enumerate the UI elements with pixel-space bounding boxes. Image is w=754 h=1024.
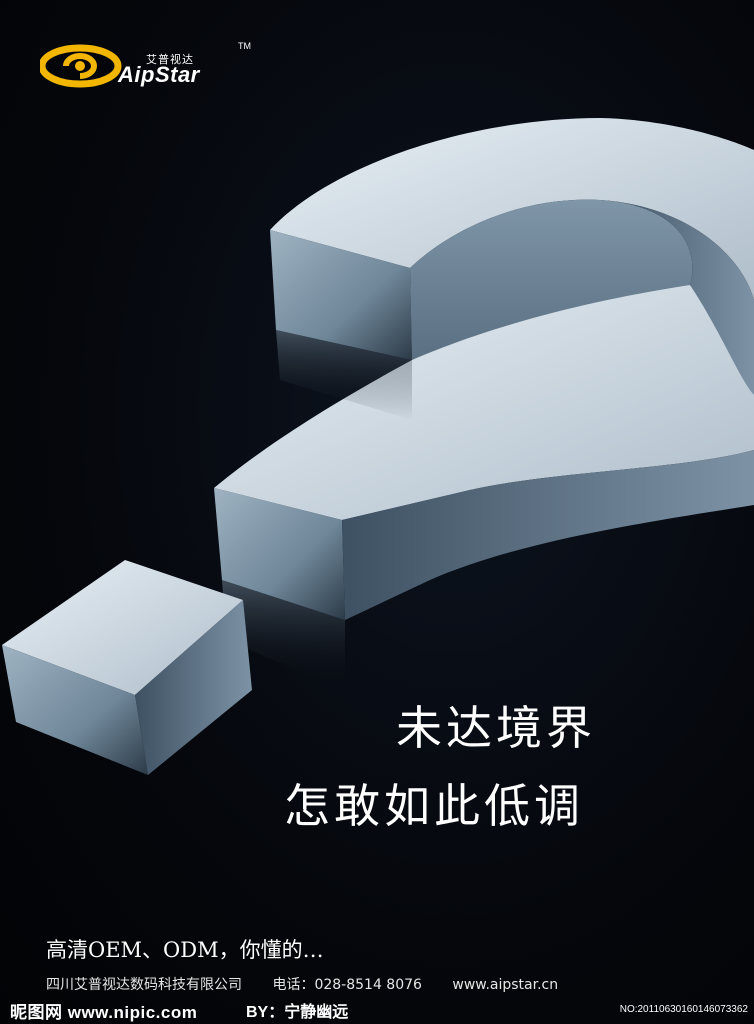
logo-trademark: TM bbox=[238, 41, 251, 51]
reflection bbox=[276, 330, 412, 420]
dot-cube-front bbox=[2, 645, 148, 775]
question-mark-stem-side bbox=[342, 450, 754, 620]
website-link[interactable]: www.aipstar.cn bbox=[452, 977, 559, 993]
headline-line-1: 未达境界 bbox=[396, 701, 596, 755]
headline-line-2: 怎敢如此低调 bbox=[284, 779, 584, 833]
dot-cube-side bbox=[135, 600, 252, 775]
question-mark-inner bbox=[410, 199, 693, 360]
phone-number: 电话：028-8514 8076 bbox=[272, 977, 422, 993]
contact-line: 四川艾普视达数码科技有限公司 电话：028-8514 8076 www.aips… bbox=[46, 974, 746, 994]
reflection bbox=[222, 580, 345, 690]
question-mark-hook-front bbox=[270, 230, 412, 360]
watermark-number: NO:20110630160146073362 bbox=[619, 1004, 748, 1015]
aipstar-logo bbox=[40, 38, 260, 98]
company-name: 四川艾普视达数码科技有限公司 bbox=[46, 977, 242, 993]
question-mark-stem-front bbox=[214, 488, 345, 620]
watermark-author: BY：宁静幽远 bbox=[246, 1004, 349, 1021]
question-mark-top bbox=[270, 118, 754, 300]
tagline: 高清OEM、ODM，你懂的… bbox=[46, 938, 324, 962]
aipstar-swirl-logo-icon bbox=[40, 44, 122, 88]
watermark-site: 昵图网 www.nipic.com bbox=[10, 1003, 198, 1022]
watermark-bar: 昵图网 www.nipic.com BY：宁静幽远 NO:20110630160… bbox=[0, 996, 754, 1024]
question-mark-neck-top bbox=[214, 285, 754, 520]
dot-cube-top bbox=[2, 560, 243, 695]
logo-wordmark: AipStar bbox=[118, 62, 200, 87]
logo-chinese-name: 艾普视达 bbox=[146, 53, 194, 66]
